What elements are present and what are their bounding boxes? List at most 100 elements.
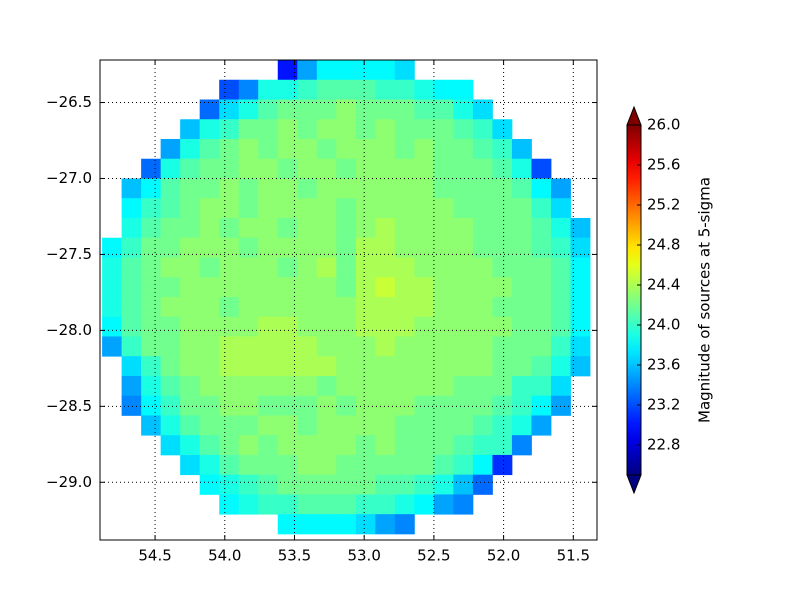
heat-cell <box>219 158 240 179</box>
heat-cell <box>277 494 298 515</box>
heat-cell <box>394 356 415 377</box>
heat-cell <box>433 198 454 219</box>
heat-cell <box>160 316 181 337</box>
heat-cell <box>102 296 123 318</box>
heat-cell <box>180 237 201 258</box>
heat-cell <box>355 99 376 120</box>
heat-cell <box>238 356 259 377</box>
heat-cell <box>570 277 591 298</box>
heat-cell <box>297 494 318 515</box>
heat-cell <box>355 356 376 377</box>
heat-cell <box>297 217 318 239</box>
heat-cell <box>492 356 513 377</box>
heat-cell <box>199 474 220 495</box>
heat-cell <box>453 454 474 476</box>
heat-cell <box>394 60 415 81</box>
heat-cell <box>336 60 357 81</box>
heat-cell <box>297 119 318 140</box>
heat-cell <box>472 198 493 219</box>
heat-cell <box>394 316 415 337</box>
heat-cell <box>258 217 279 239</box>
heat-cell <box>492 217 513 239</box>
heat-cell <box>433 296 454 318</box>
heat-cell <box>453 99 474 120</box>
heat-cell <box>550 198 571 219</box>
heat-cell <box>141 356 162 377</box>
heat-cell <box>277 356 298 377</box>
heat-cell <box>336 79 357 100</box>
colorbar-tick-label: 25.2 <box>647 196 680 214</box>
heat-cell <box>492 257 513 278</box>
heat-cell <box>277 415 298 436</box>
heat-cell <box>355 217 376 239</box>
heat-cell <box>531 217 552 239</box>
heat-cell <box>550 296 571 318</box>
heat-cell <box>160 198 181 219</box>
heat-cell <box>258 415 279 436</box>
heat-cell <box>453 198 474 219</box>
y-tick-label: −27.0 <box>46 169 92 187</box>
heat-cell <box>258 178 279 199</box>
heat-cell <box>141 217 162 239</box>
heat-cell <box>219 474 240 495</box>
heat-cell <box>219 277 240 298</box>
heat-cell <box>355 296 376 318</box>
heat-cell <box>531 178 552 199</box>
heat-cell <box>277 454 298 476</box>
heat-cell <box>219 494 240 515</box>
heat-cell <box>531 158 552 179</box>
heat-cell <box>316 375 337 397</box>
heat-cell <box>511 257 532 278</box>
heat-cell <box>355 336 376 357</box>
heat-cell <box>433 316 454 337</box>
heat-cell <box>238 138 259 160</box>
heat-cell <box>336 178 357 199</box>
heat-cell <box>414 119 435 140</box>
heat-cell <box>238 395 259 416</box>
heat-cell <box>472 296 493 318</box>
heat-cell <box>355 138 376 160</box>
heat-cell <box>219 316 240 337</box>
heat-cell <box>511 178 532 199</box>
heat-cell <box>492 119 513 140</box>
heat-cell <box>180 277 201 298</box>
heat-cell <box>219 454 240 476</box>
heat-cell <box>238 198 259 219</box>
heat-cell <box>375 435 396 456</box>
heat-cell <box>199 395 220 416</box>
heat-cell <box>511 435 532 456</box>
heat-cell <box>297 474 318 495</box>
heat-cell <box>219 178 240 199</box>
heat-cell <box>453 158 474 179</box>
heat-cell <box>277 217 298 239</box>
heat-cell <box>180 178 201 199</box>
heat-cell <box>414 316 435 337</box>
heat-cell <box>453 435 474 456</box>
heat-cell <box>316 79 337 100</box>
heat-cell <box>336 257 357 278</box>
heat-cell <box>511 277 532 298</box>
heat-cell <box>394 217 415 239</box>
heat-cell <box>394 158 415 179</box>
heat-cell <box>453 277 474 298</box>
heat-cell <box>121 375 142 397</box>
colorbar-tick-label: 26.0 <box>647 116 680 134</box>
heat-cell <box>258 356 279 377</box>
heat-cell <box>160 435 181 456</box>
heat-cell <box>160 217 181 239</box>
heat-cell <box>336 356 357 377</box>
heat-cell <box>199 435 220 456</box>
heat-cell <box>550 217 571 239</box>
heat-cell <box>492 454 513 476</box>
heat-cell <box>375 316 396 337</box>
heat-cell <box>414 178 435 199</box>
heat-cell <box>277 316 298 337</box>
heat-cell <box>297 415 318 436</box>
heat-cell <box>355 415 376 436</box>
heat-cell <box>433 375 454 397</box>
heat-cell <box>394 415 415 436</box>
heat-cell <box>141 296 162 318</box>
heat-cell <box>141 237 162 258</box>
heat-cell <box>453 356 474 377</box>
heat-cell <box>258 198 279 219</box>
